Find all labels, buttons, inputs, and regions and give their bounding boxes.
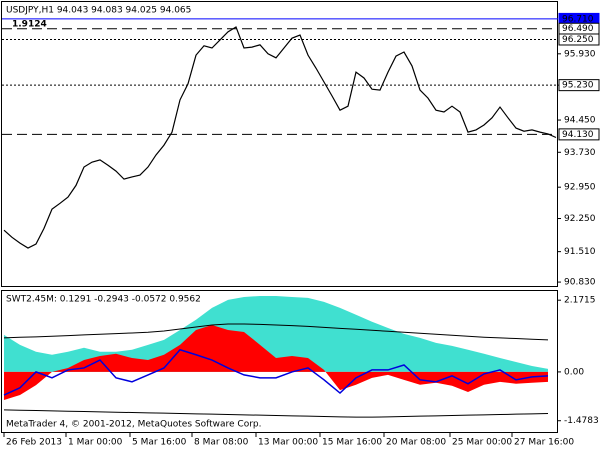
indicator-panel: [1, 290, 558, 433]
price-panel: [1, 1, 558, 287]
level-label: 96.710: [562, 14, 594, 24]
annotation: 1.9124: [12, 20, 47, 30]
level-label: 96.490: [562, 24, 594, 34]
level-label: 96.250: [562, 35, 594, 45]
indicator-line: [3, 323, 549, 341]
y-tick-label: 90.830: [564, 278, 596, 288]
y-tick-label: 95.930: [564, 49, 596, 59]
level-label: 95.230: [562, 81, 594, 91]
y-tick-label: 92.250: [564, 214, 596, 224]
x-tick-label: 15 Mar 16:00: [322, 438, 382, 448]
x-tick-label: 8 Mar 08:00: [194, 438, 249, 448]
x-tick-label: 27 Mar 16:00: [514, 438, 574, 448]
x-tick-label: 13 Mar 00:00: [258, 438, 318, 448]
x-tick-label: 1 Mar 00:00: [68, 438, 123, 448]
price-label-box: [558, 79, 600, 92]
y-tick-label: -1.4783: [564, 416, 599, 426]
y-tick-label: 94.450: [564, 116, 596, 126]
y-tick-label: 91.510: [564, 247, 596, 257]
x-tick-label: 20 Mar 08:00: [386, 438, 446, 448]
y-tick-label: 92.950: [564, 183, 596, 193]
x-tick-label: 26 Feb 2013: [6, 438, 62, 448]
level-label: 94.130: [562, 130, 594, 140]
indicator-line: [3, 348, 549, 396]
chart-title: USDJPY,H1 94.043 94.083 94.025 94.065: [6, 6, 191, 16]
indicator-area: [4, 295, 548, 372]
x-tick-label: 25 Mar 00:00: [452, 438, 512, 448]
footer: MetaTrader 4, © 2001-2012, MetaQuotes So…: [6, 420, 262, 430]
x-tick-label: 5 Mar 16:00: [132, 438, 187, 448]
price-label-box: [558, 33, 600, 46]
y-tick-label: 93.730: [564, 148, 596, 158]
y-tick-label: 2.1715: [564, 296, 596, 306]
price-label-box: [558, 128, 600, 141]
indicator-area: [4, 325, 548, 400]
y-tick-label: 0.00: [564, 367, 584, 377]
indicator-title: SWT2.45M: 0.1291 -0.2943 -0.0572 0.9562: [6, 295, 201, 305]
price-line: [3, 26, 557, 249]
indicator-line: [3, 409, 549, 418]
